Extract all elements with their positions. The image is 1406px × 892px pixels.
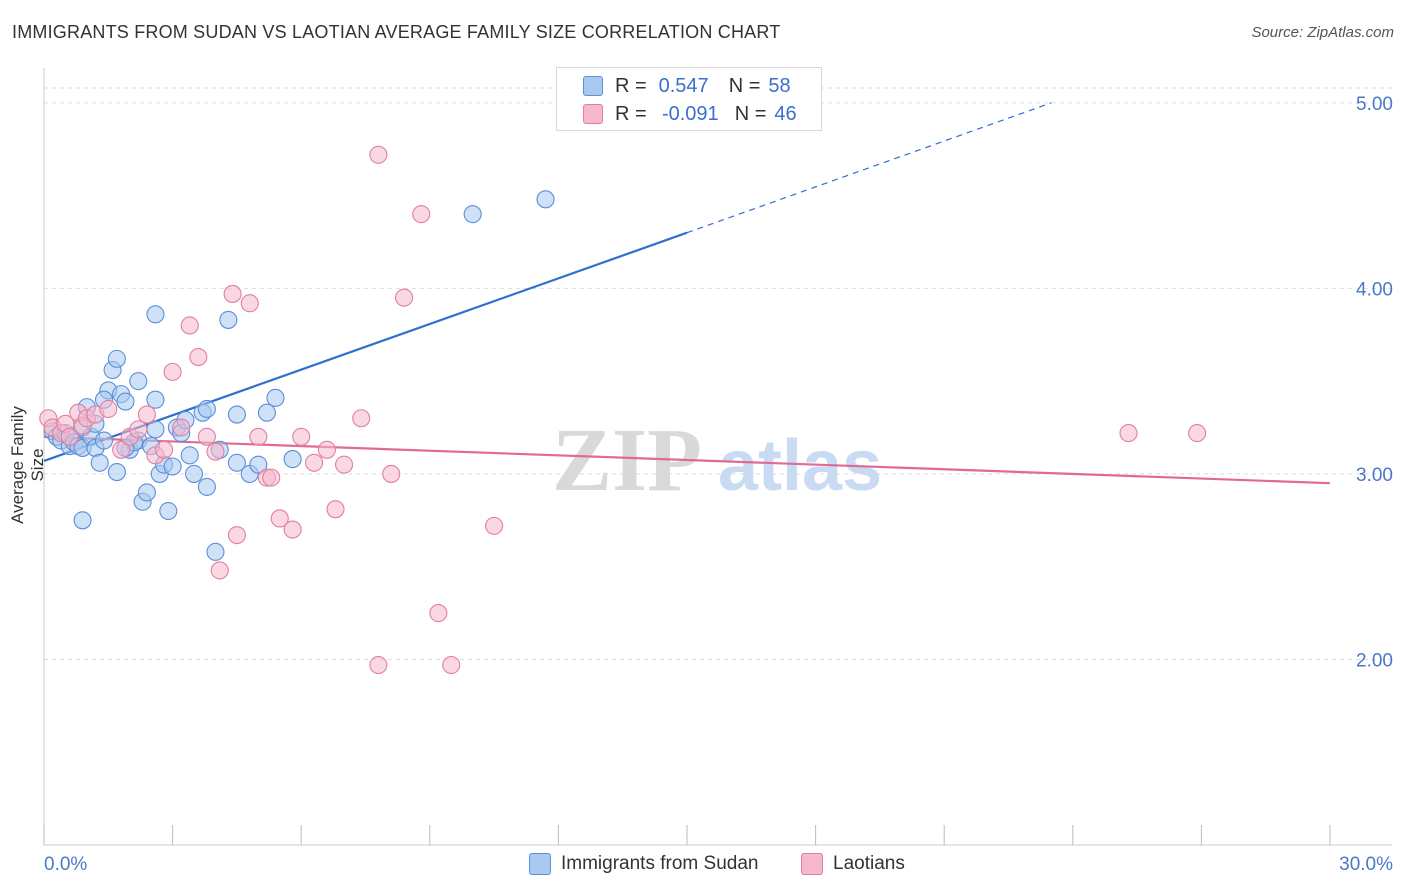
laotians-point [395, 288, 414, 307]
sudan-point [536, 190, 555, 209]
data-points [39, 145, 1207, 675]
sudan-point [107, 349, 126, 368]
sudan-point [180, 446, 199, 465]
sudan-point [129, 372, 148, 391]
laotians-point [249, 427, 268, 446]
laotians-point [369, 145, 388, 164]
legend-n-value-laotians: 46 [774, 102, 797, 125]
legend-box: R = 0.547 N = 58 R = -0.091 N = 46 [556, 67, 822, 131]
laotians-point [99, 399, 118, 419]
x-tick-label: 30.0% [1339, 854, 1393, 875]
sudan-point [184, 464, 204, 483]
sudan-point [219, 310, 238, 329]
laotians-point [305, 453, 324, 472]
laotians-point [292, 427, 311, 446]
axes [43, 68, 1392, 846]
legend-n-label: N = [728, 74, 761, 97]
legend-row-laotians: R = -0.091 N = 46 [583, 102, 797, 126]
y-tick-label: 2.00 [1356, 650, 1393, 671]
legend-swatch-laotians [583, 104, 603, 124]
legend-n-label: N = [734, 102, 767, 125]
laotians-point [154, 440, 174, 459]
laotians-point [485, 516, 504, 535]
laotians-point [60, 427, 79, 446]
watermark: ZIP atlas [552, 411, 882, 510]
sudan-point [197, 477, 216, 496]
sudan-point [73, 511, 92, 530]
sudan-point [146, 390, 165, 409]
laotians-point [1188, 424, 1207, 443]
laotians-point [129, 420, 148, 439]
y-tick-label: 5.00 [1356, 94, 1393, 115]
laotians-point [1119, 424, 1138, 443]
bottom-legend-label-sudan: Immigrants from Sudan [561, 853, 759, 874]
laotians-point [429, 604, 448, 623]
bottom-legend-sudan: Immigrants from Sudan [529, 852, 758, 876]
sudan-point [257, 403, 276, 422]
laotians-point [137, 405, 156, 424]
sudan-point [94, 431, 114, 450]
sudan-point [90, 453, 109, 472]
laotians-point [197, 427, 216, 446]
legend-swatch-sudan [583, 76, 603, 96]
laotians-point [227, 526, 246, 545]
laotians-point [335, 455, 354, 474]
gridlines [44, 87, 1392, 660]
bottom-legend-swatch-sudan [529, 853, 551, 875]
y-tick-label: 3.00 [1356, 465, 1393, 486]
sudan-point [197, 399, 216, 419]
laotians-point [223, 284, 242, 303]
sudan-trend-extension [686, 102, 1052, 234]
sudan-point [227, 453, 246, 472]
sudan-point [266, 388, 285, 407]
laotians-point [262, 468, 281, 487]
sudan-point [163, 457, 182, 476]
legend-row-sudan: R = 0.547 N = 58 [583, 74, 791, 98]
source-label: Source: ZipAtlas.com [1251, 24, 1394, 41]
sudan-point [146, 420, 165, 439]
legend-r-label: R = [615, 74, 647, 97]
bottom-legend-laotians: Laotians [801, 852, 905, 876]
sudan-point [283, 450, 302, 469]
sudan-point [463, 205, 482, 224]
sudan-point [146, 305, 165, 324]
tick-labels: 2.00 3.00 4.00 5.00 0.0% 30.0% [44, 94, 1393, 875]
laotians-point [163, 362, 182, 381]
sudan-point [107, 463, 126, 482]
sudan-point [116, 392, 135, 411]
sudan-point [206, 542, 225, 561]
laotians-point [189, 347, 208, 367]
laotians-point [112, 440, 131, 459]
x-tick-label: 0.0% [44, 854, 87, 875]
laotians-point [180, 316, 199, 335]
sudan-point [137, 483, 156, 502]
legend-r-label: R = [615, 102, 647, 125]
laotians-point [352, 409, 371, 428]
chart-title: IMMIGRANTS FROM SUDAN VS LAOTIAN AVERAGE… [12, 22, 781, 42]
laotians-point [317, 440, 336, 459]
laotians-point [283, 520, 302, 539]
legend-r-value-laotians: -0.091 [661, 102, 719, 125]
sudan-point [159, 501, 178, 521]
sudan-point [227, 405, 246, 424]
laotians-point [206, 442, 225, 461]
legend-n-value-sudan: 58 [768, 74, 791, 97]
bottom-legend-swatch-laotians [801, 853, 823, 875]
bottom-legend-label-laotians: Laotians [833, 853, 905, 874]
sudan-point [249, 455, 268, 474]
laotians-point [442, 655, 461, 675]
laotians-point [210, 561, 229, 580]
laotians-point [172, 418, 191, 437]
laotians-point [270, 509, 289, 528]
laotians-point [412, 205, 431, 224]
laotians-point [369, 655, 388, 675]
laotians-point [326, 500, 345, 519]
laotians-point [382, 464, 401, 483]
legend-r-value-sudan: 0.547 [658, 74, 709, 97]
y-tick-label: 4.00 [1356, 279, 1393, 300]
laotians-point [240, 294, 259, 313]
